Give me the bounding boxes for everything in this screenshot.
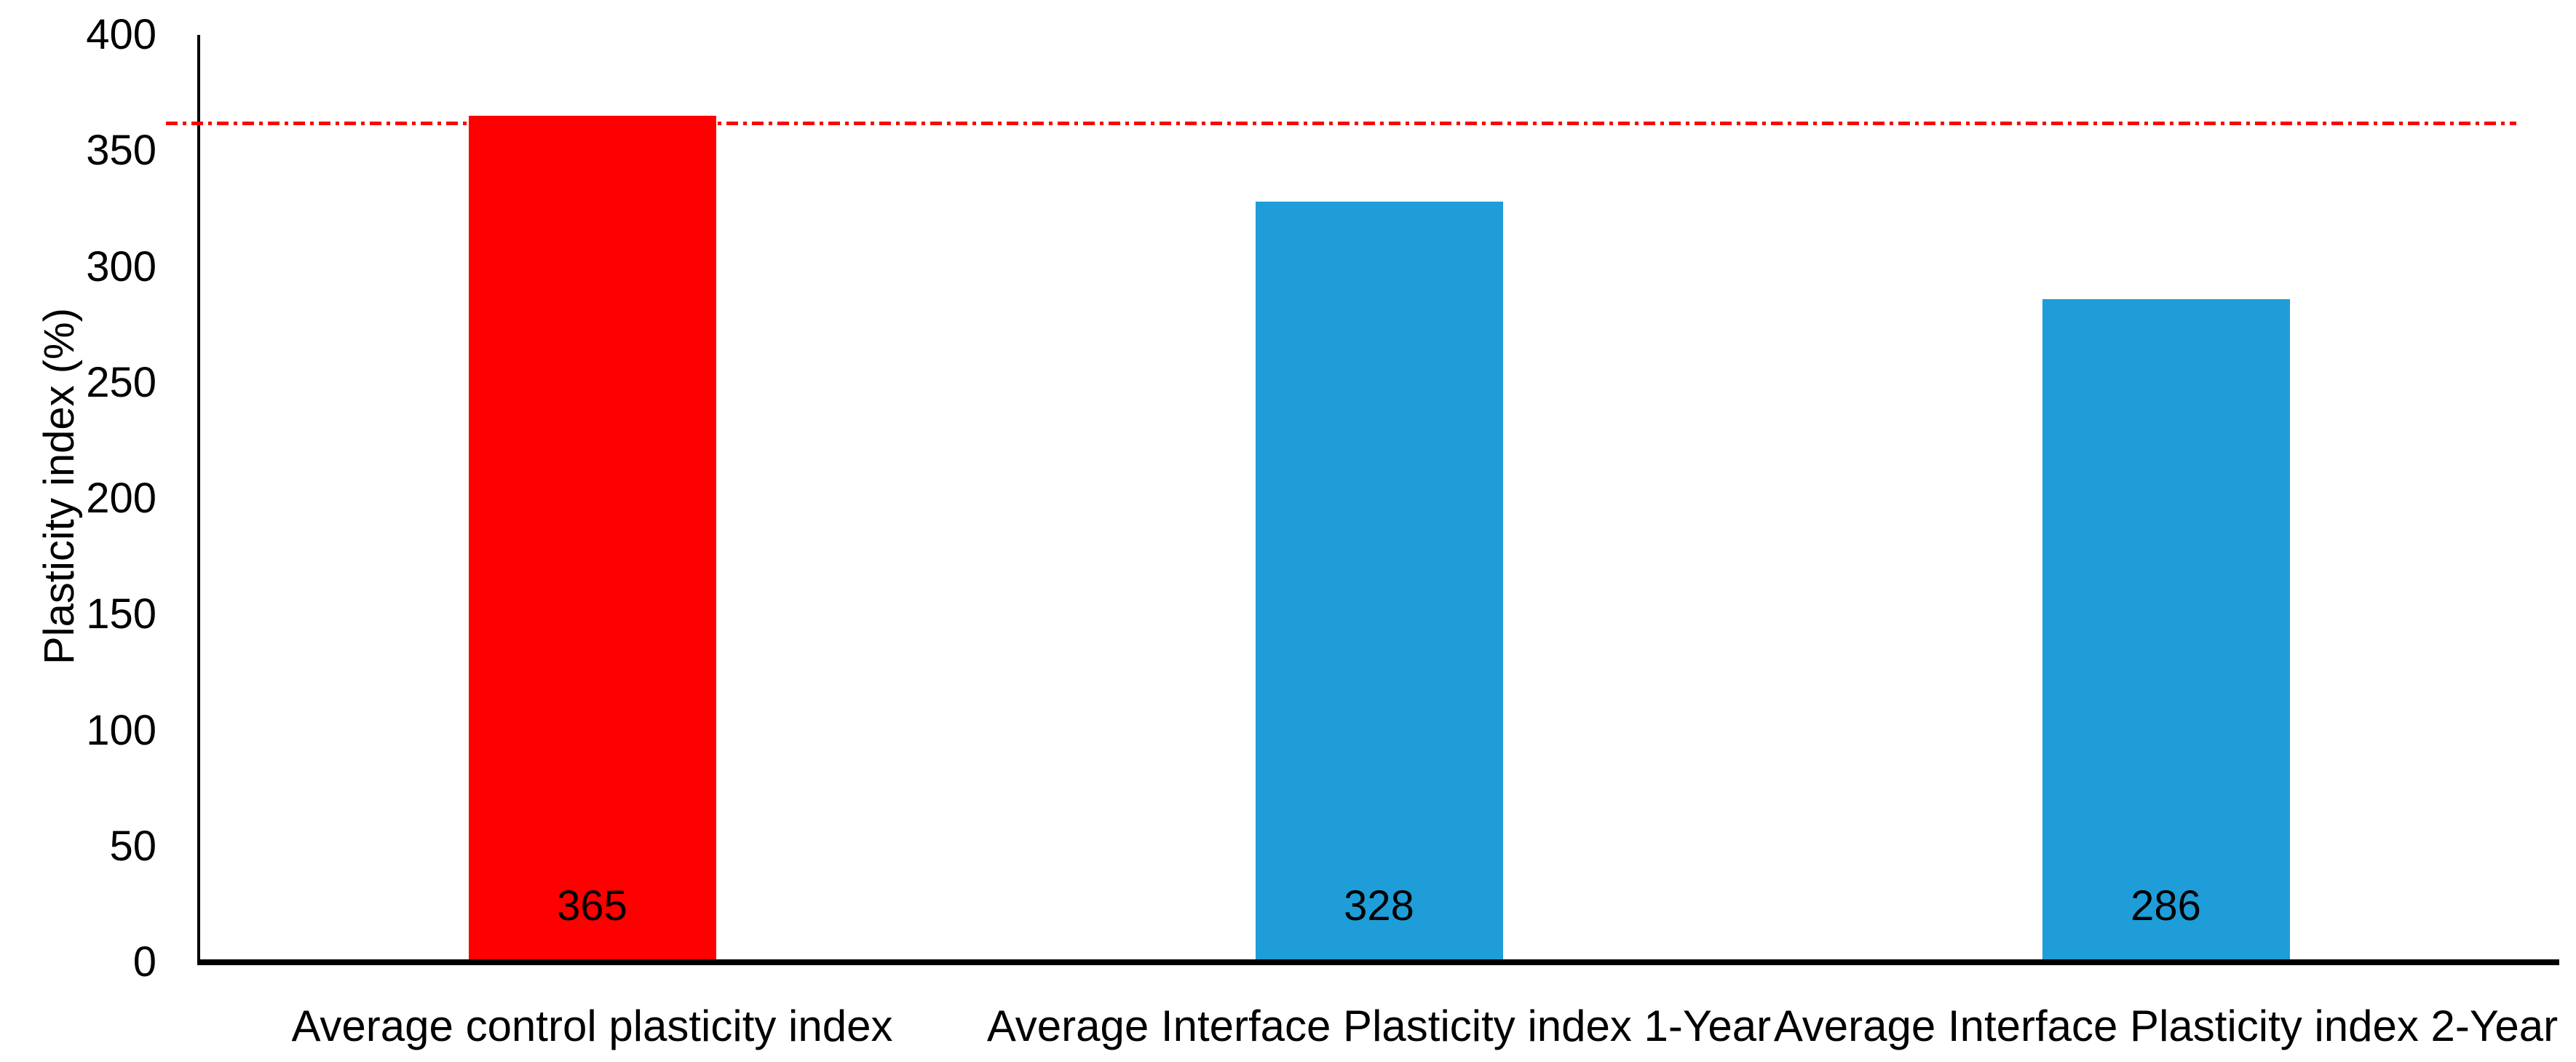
- y-tick-label: 50: [109, 822, 156, 870]
- y-tick-label: 400: [86, 11, 156, 58]
- category-label: Average control plasticity index: [291, 1002, 893, 1050]
- bar: [2042, 299, 2290, 962]
- y-tick-label: 200: [86, 475, 156, 522]
- y-tick-label: 250: [86, 358, 156, 406]
- category-label: Average Interface Plasticity index 1-Yea…: [986, 1002, 1772, 1050]
- reference-line: [166, 122, 2516, 126]
- y-tick-label: 150: [86, 590, 156, 638]
- bar: [468, 116, 716, 962]
- y-tick-label: 300: [86, 242, 156, 290]
- bar-value-label: 286: [2131, 882, 2201, 930]
- y-tick-label: 0: [132, 938, 156, 986]
- y-tick-label: 350: [86, 127, 156, 175]
- y-axis-line: [197, 35, 200, 964]
- bar: [1255, 202, 1503, 962]
- y-tick-label: 100: [86, 706, 156, 754]
- bar-value-label: 328: [1344, 882, 1414, 930]
- x-axis-line: [197, 959, 2559, 965]
- bar-value-label: 365: [557, 882, 627, 930]
- category-label: Average Interface Plasticity index 2-Yea…: [1773, 1002, 2559, 1050]
